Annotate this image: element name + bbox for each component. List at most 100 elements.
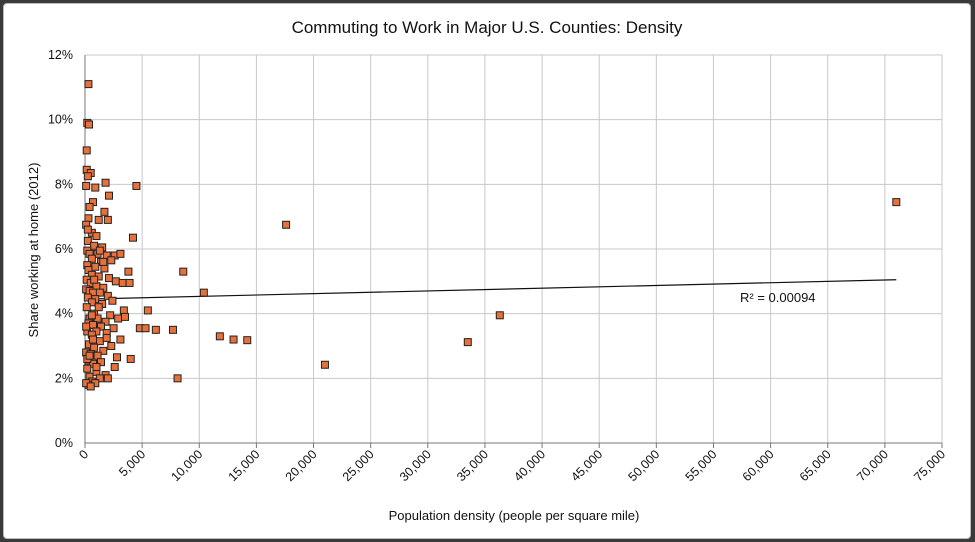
x-tick-label: 20,000 [283, 447, 320, 484]
x-tick-label: 40,000 [511, 447, 548, 484]
data-point [99, 346, 108, 355]
data-point [99, 257, 108, 266]
x-tick-label: 15,000 [226, 447, 263, 484]
data-point [112, 353, 121, 362]
data-point [91, 262, 100, 271]
x-tick-label: 10,000 [168, 447, 205, 484]
data-point [128, 233, 137, 242]
data-point [173, 374, 182, 383]
data-point [114, 314, 123, 323]
chart-title: Commuting to Work in Major U.S. Counties… [292, 18, 683, 37]
x-tick-label: 55,000 [683, 447, 720, 484]
data-point [85, 351, 94, 360]
data-point [141, 324, 150, 333]
data-point [90, 275, 99, 284]
data-point [320, 360, 329, 369]
data-point [82, 303, 91, 312]
data-point [463, 338, 472, 347]
data-point [100, 264, 109, 273]
data-point [88, 320, 97, 329]
data-point [91, 183, 100, 192]
data-point [95, 288, 104, 297]
data-point [125, 278, 134, 287]
data-point [92, 282, 101, 291]
data-point [88, 335, 97, 344]
x-tick-label: 25,000 [340, 447, 377, 484]
data-point [116, 335, 125, 344]
data-point [199, 288, 208, 297]
data-point [90, 241, 99, 250]
y-tick-label: 6% [55, 242, 73, 256]
data-point [111, 277, 120, 286]
data-point [892, 198, 901, 207]
data-point [87, 254, 96, 263]
x-tick-label: 5,000 [116, 447, 148, 479]
data-point [243, 336, 252, 345]
data-point [100, 207, 109, 216]
data-point [103, 374, 112, 383]
data-point [132, 181, 141, 190]
data-point [95, 337, 104, 346]
data-point [94, 303, 103, 312]
data-point [83, 172, 92, 181]
x-tick-label: 0 [76, 447, 91, 462]
data-point [282, 220, 291, 229]
x-tick-label: 35,000 [454, 447, 491, 484]
data-point [84, 120, 93, 129]
grid [84, 54, 943, 444]
data-point [120, 312, 129, 321]
data-point [215, 332, 224, 341]
data-point [495, 311, 504, 320]
data-point [92, 232, 101, 241]
data-point [82, 322, 91, 331]
r-squared-label: R² = 0.00094 [740, 290, 816, 305]
data-point [106, 311, 115, 320]
x-tick-label: 30,000 [397, 447, 434, 484]
x-axis-label: Population density (people per square mi… [389, 508, 640, 523]
y-axis-ticks: 0% 2% 4% 6% 8% 10% 12% [48, 48, 73, 450]
data-point [168, 325, 177, 334]
x-tick-label: 75,000 [911, 447, 948, 484]
y-tick-label: 0% [55, 436, 73, 450]
data-point [126, 354, 135, 363]
x-tick-label: 50,000 [626, 447, 663, 484]
y-tick-label: 8% [55, 177, 73, 191]
data-point [96, 322, 105, 331]
data-point [96, 358, 105, 367]
data-point [93, 351, 102, 360]
data-point [229, 335, 238, 344]
data-point [103, 291, 112, 300]
data-point [110, 363, 119, 372]
data-point [85, 202, 94, 211]
data-point [116, 249, 125, 258]
data-point [90, 343, 99, 352]
data-point [87, 311, 96, 320]
y-tick-label: 10% [48, 113, 73, 127]
data-point [95, 246, 104, 255]
data-point [124, 267, 133, 276]
x-axis-ticks: 0 5,000 10,000 15,000 20,000 25,000 30,000 35,0… [76, 443, 948, 484]
data-point [151, 325, 160, 334]
x-tick-label: 45,000 [568, 447, 605, 484]
data-points [82, 80, 901, 391]
data-point [101, 317, 110, 326]
y-tick-label: 4% [55, 307, 73, 321]
data-point [103, 215, 112, 224]
data-point [83, 225, 92, 234]
data-point [104, 274, 113, 283]
data-point [143, 306, 152, 315]
data-point [95, 374, 104, 383]
data-point [109, 324, 118, 333]
data-point [92, 363, 101, 372]
data-point [84, 214, 93, 223]
trendline [84, 279, 897, 300]
data-point [84, 80, 93, 89]
chart-frame [3, 3, 971, 539]
x-tick-label: 70,000 [854, 447, 891, 484]
data-point [108, 296, 117, 305]
data-point [102, 333, 111, 342]
y-axis-label: Share working at home (2012) [26, 163, 41, 338]
x-tick-label: 65,000 [797, 447, 834, 484]
data-point [118, 278, 127, 287]
